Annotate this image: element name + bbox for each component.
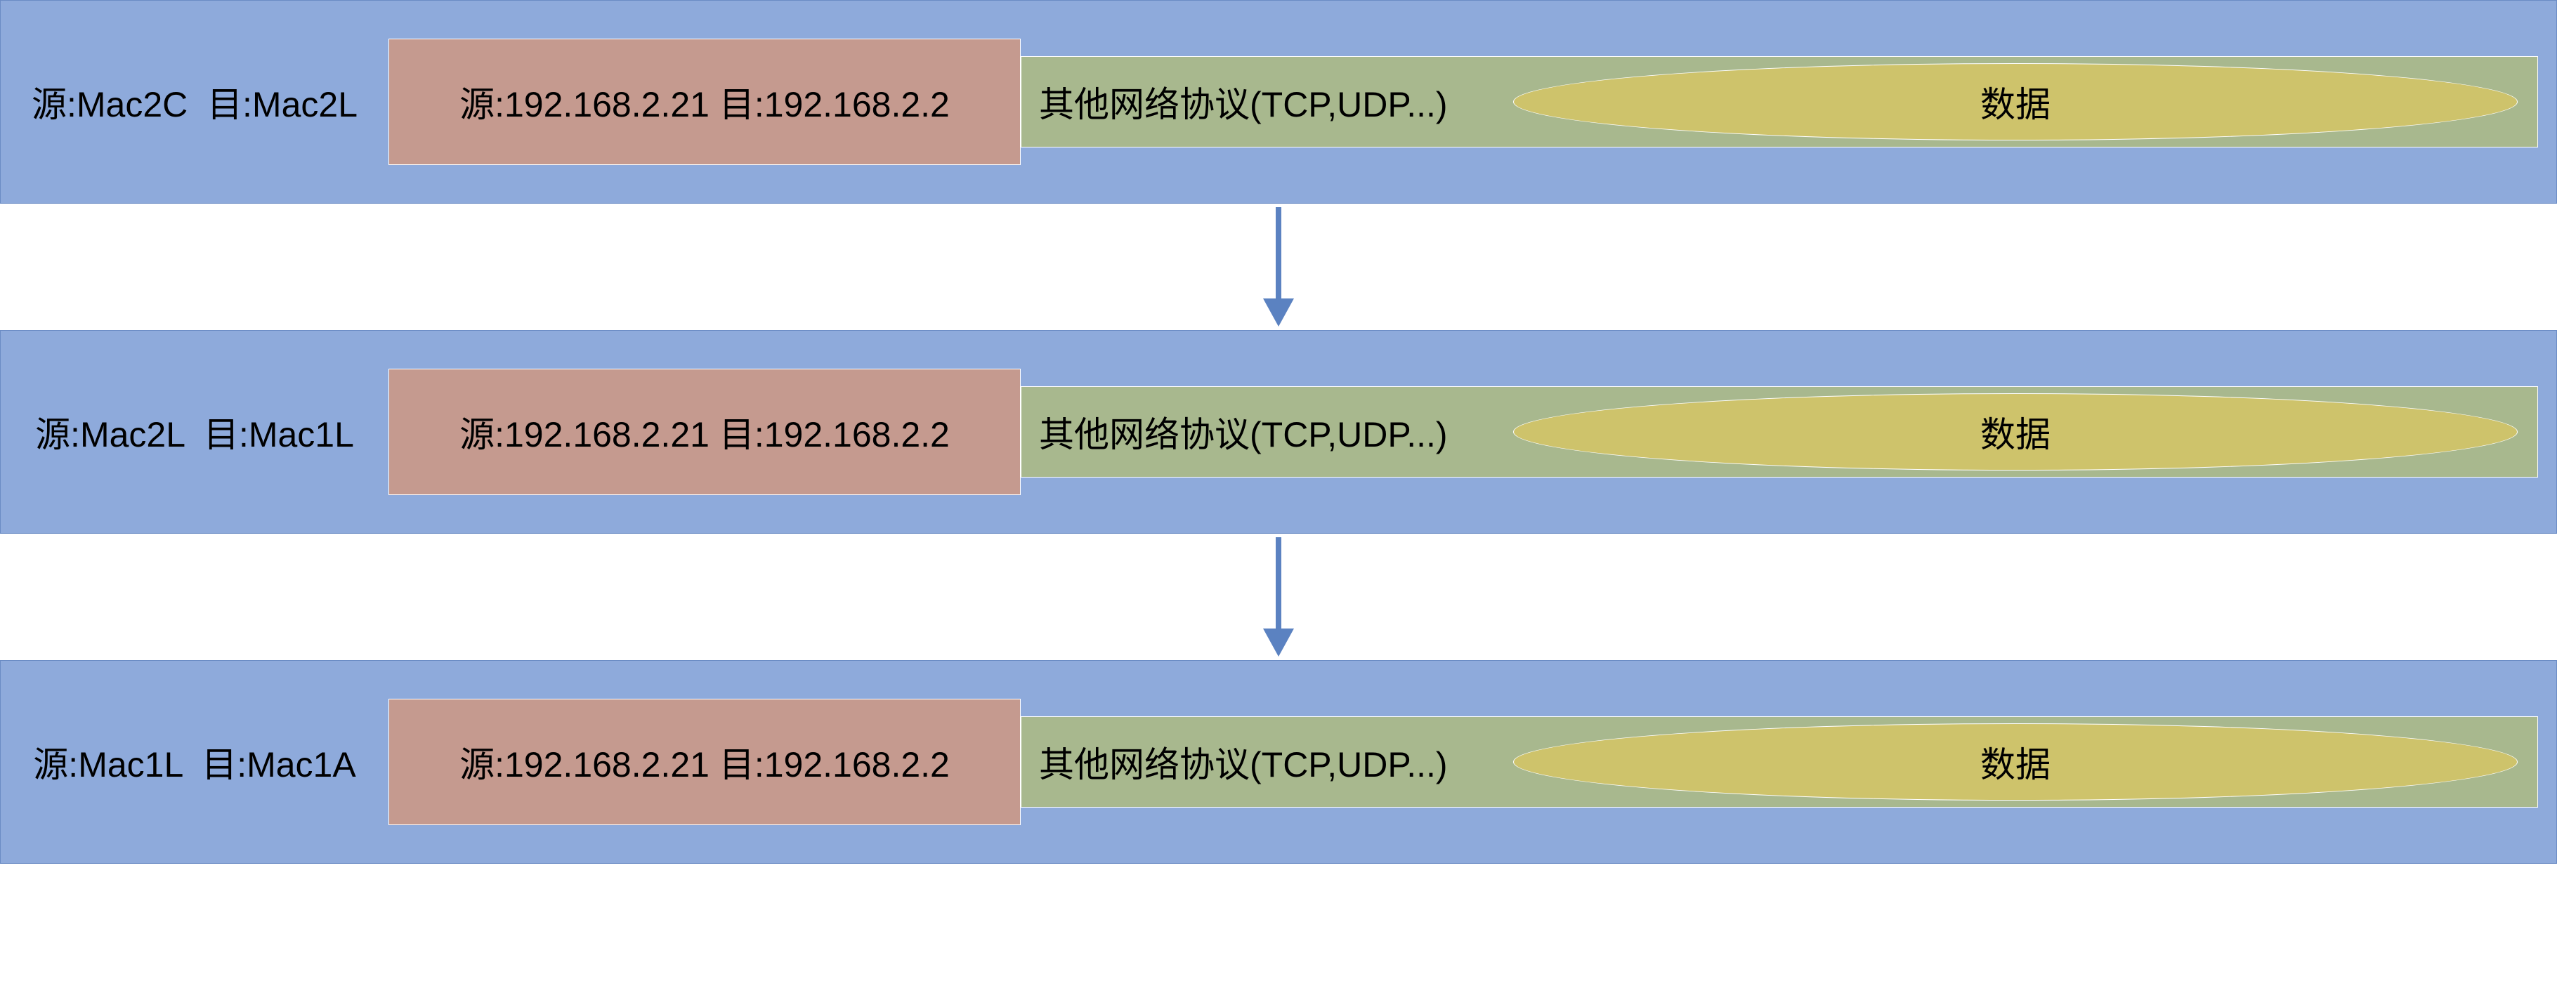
mac-layer-block: 源:Mac2L 目:Mac1L xyxy=(1,331,388,533)
ip-layer-block: 源:192.168.2.21 目:192.168.2.2 xyxy=(388,39,1021,165)
ip-layer-block: 源:192.168.2.21 目:192.168.2.2 xyxy=(388,699,1021,825)
protocol-layer-block: 其他网络协议(TCP,UDP...)数据 xyxy=(1021,56,2538,147)
packet-row: 源:Mac2C 目:Mac2L源:192.168.2.21 目:192.168.… xyxy=(0,0,2557,204)
protocol-layer-block: 其他网络协议(TCP,UDP...)数据 xyxy=(1021,716,2538,808)
protocol-layer-block: 其他网络协议(TCP,UDP...)数据 xyxy=(1021,386,2538,478)
packet-row: 源:Mac1L 目:Mac1A源:192.168.2.21 目:192.168.… xyxy=(0,660,2557,864)
arrow-down-icon xyxy=(0,204,2557,330)
arrow-down-icon xyxy=(0,534,2557,660)
data-ellipse: 数据 xyxy=(1513,63,2518,140)
packet-row: 源:Mac2L 目:Mac1L源:192.168.2.21 目:192.168.… xyxy=(0,330,2557,534)
ip-layer-block: 源:192.168.2.21 目:192.168.2.2 xyxy=(388,369,1021,495)
protocol-label: 其他网络协议(TCP,UDP...) xyxy=(1039,77,1524,127)
mac-layer-block: 源:Mac1L 目:Mac1A xyxy=(1,661,388,863)
mac-layer-block: 源:Mac2C 目:Mac2L xyxy=(1,1,388,203)
data-ellipse: 数据 xyxy=(1513,723,2518,801)
data-ellipse: 数据 xyxy=(1513,393,2518,471)
protocol-label: 其他网络协议(TCP,UDP...) xyxy=(1039,407,1524,457)
protocol-label: 其他网络协议(TCP,UDP...) xyxy=(1039,737,1524,787)
